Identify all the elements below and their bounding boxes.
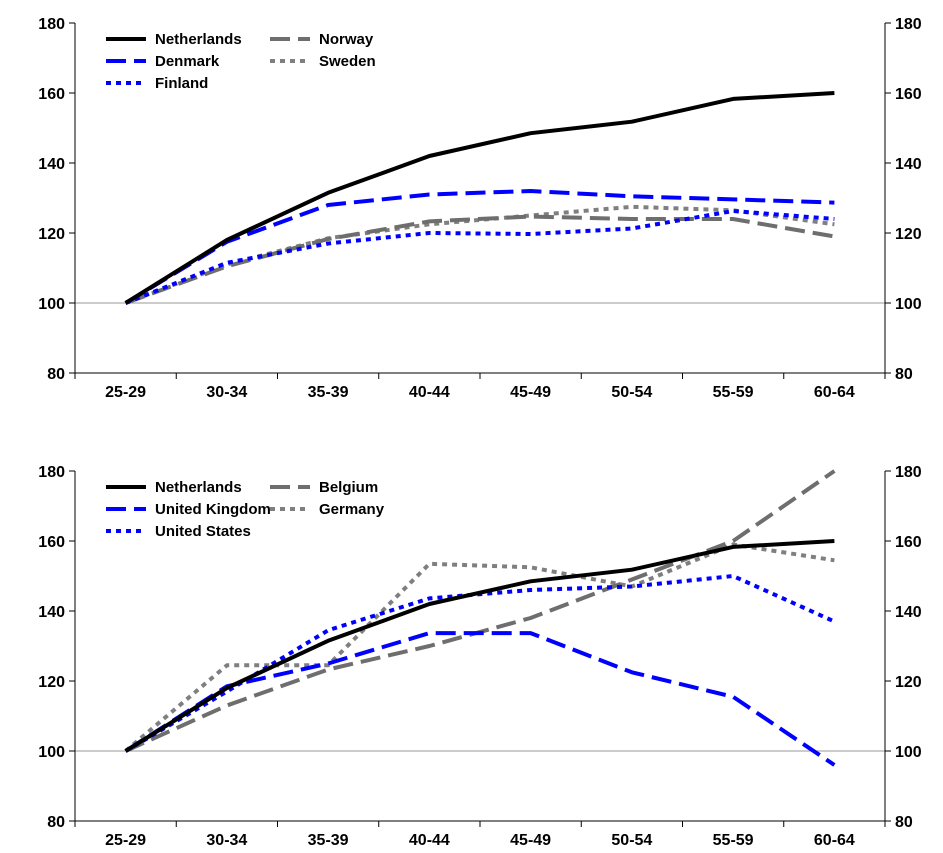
y-tick-label-left: 180 xyxy=(38,464,65,481)
x-tick-label: 25-29 xyxy=(105,832,146,848)
legend-label: Netherlands xyxy=(155,31,242,48)
y-tick-label-right: 140 xyxy=(895,604,922,621)
legend-label: Germany xyxy=(319,501,385,518)
legend-label: Sweden xyxy=(319,53,376,70)
x-tick-label: 40-44 xyxy=(409,384,450,401)
x-tick-label: 45-49 xyxy=(510,384,551,401)
series-line-norway xyxy=(124,214,835,305)
y-tick-label-left: 80 xyxy=(47,814,65,831)
legend-label: United Kingdom xyxy=(155,501,271,518)
y-tick-label-left: 100 xyxy=(38,744,65,761)
y-tick-label-right: 80 xyxy=(895,366,913,383)
y-tick-label-left: 160 xyxy=(38,534,65,551)
series-line-netherlands xyxy=(124,91,835,305)
legend-label: Denmark xyxy=(155,53,220,70)
legend: Netherlands United Kingdom United States Be… xyxy=(106,479,385,540)
y-tick-label-right: 160 xyxy=(895,534,922,551)
legend: Netherlands Denmark Finland Norway Sweden xyxy=(106,31,376,92)
x-tick-label: 55-59 xyxy=(713,384,754,401)
y-tick-label-right: 120 xyxy=(895,226,922,243)
legend-label: Norway xyxy=(319,31,374,48)
y-tick-label-left: 120 xyxy=(38,674,65,691)
series-line-finland xyxy=(124,209,835,305)
y-tick-label-left: 140 xyxy=(38,604,65,621)
series-line-denmark xyxy=(124,189,835,305)
x-tick-label: 50-54 xyxy=(611,832,652,848)
series-line-sweden xyxy=(124,204,835,305)
series-line-netherlands xyxy=(124,539,835,753)
x-tick-label: 40-44 xyxy=(409,832,450,848)
y-tick-label-right: 140 xyxy=(895,156,922,173)
y-tick-label-left: 100 xyxy=(38,296,65,313)
y-tick-label-right: 100 xyxy=(895,744,922,761)
x-tick-label: 50-54 xyxy=(611,384,652,401)
x-tick-label: 25-29 xyxy=(105,384,146,401)
y-tick-label-left: 180 xyxy=(38,16,65,33)
chart-panel-1: 80 80 100 100 120 120 140 140 160 160 180 180 25-29 3… xyxy=(38,16,922,401)
legend-label: Belgium xyxy=(319,479,378,496)
y-tick-label-right: 100 xyxy=(895,296,922,313)
chart-panel-2: 80 80 100 100 120 120 140 140 160 160 180 180 25-29 3… xyxy=(38,464,922,849)
y-tick-label-right: 160 xyxy=(895,86,922,103)
x-tick-label: 60-64 xyxy=(814,384,855,401)
y-tick-label-right: 120 xyxy=(895,674,922,691)
x-tick-label: 30-34 xyxy=(206,384,247,401)
y-tick-label-left: 80 xyxy=(47,366,65,383)
y-tick-label-right: 180 xyxy=(895,464,922,481)
y-tick-label-right: 180 xyxy=(895,16,922,33)
y-tick-label-left: 140 xyxy=(38,156,65,173)
x-tick-label: 35-39 xyxy=(308,832,349,848)
x-tick-label: 30-34 xyxy=(206,832,247,848)
series-line-united-kingdom xyxy=(124,631,836,767)
legend-label: Finland xyxy=(155,75,208,92)
y-tick-label-left: 160 xyxy=(38,86,65,103)
x-tick-label: 55-59 xyxy=(713,832,754,848)
y-tick-label-left: 120 xyxy=(38,226,65,243)
y-tick-label-right: 80 xyxy=(895,814,913,831)
legend-label: Netherlands xyxy=(155,479,242,496)
x-tick-label: 45-49 xyxy=(510,832,551,848)
x-tick-label: 35-39 xyxy=(308,384,349,401)
x-tick-label: 60-64 xyxy=(814,832,855,848)
series-line-united-states xyxy=(124,574,836,753)
legend-label: United States xyxy=(155,523,251,540)
